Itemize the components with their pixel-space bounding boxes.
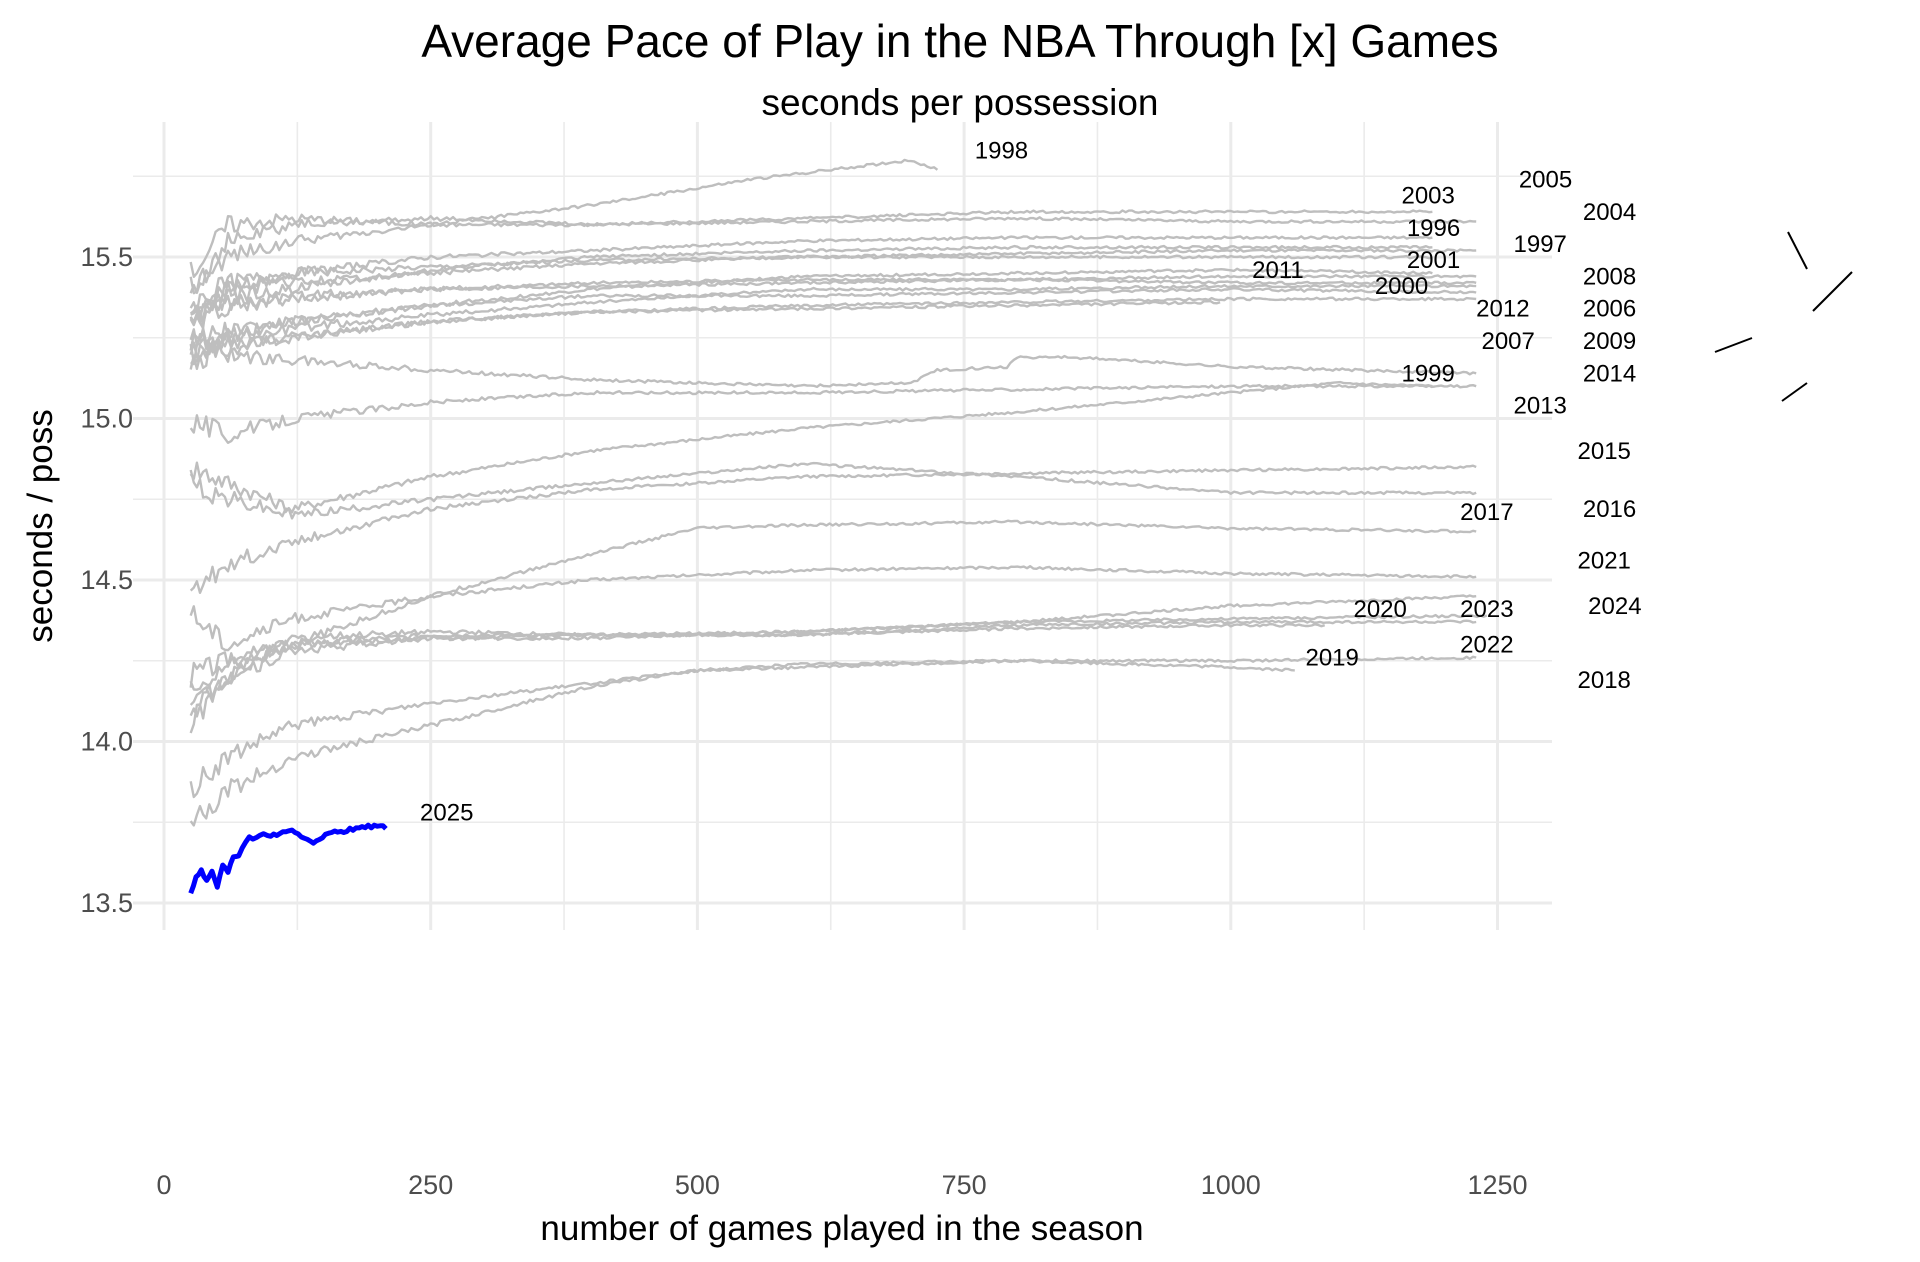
series-line-2021 [189, 565, 1477, 652]
series-label-1996: 1996 [1407, 215, 1460, 242]
series-label-2021: 2021 [1578, 548, 1631, 575]
x-axis-title: number of games played in the season [540, 1209, 1143, 1248]
series-line-2012 [189, 299, 1221, 364]
series-line-2023 [189, 613, 1488, 691]
series-line-2018 [189, 655, 1477, 827]
series-label-2016: 2016 [1583, 496, 1636, 523]
series-label-2018: 2018 [1578, 667, 1631, 694]
grid [133, 122, 1552, 930]
series-line-2015 [189, 464, 1477, 594]
leader-line-2007 [1781, 382, 1808, 402]
series-label-1998: 1998 [975, 137, 1028, 164]
series-label-2020: 2020 [1353, 596, 1406, 623]
series-line-2022 [189, 619, 1477, 706]
series-label-2005: 2005 [1519, 166, 1572, 193]
series-label-2019: 2019 [1305, 645, 1358, 672]
series-line-2006 [190, 283, 1477, 366]
series-line-2014 [189, 328, 1477, 389]
series-label-2022: 2022 [1460, 632, 1513, 659]
x-tick-label: 1000 [1201, 1170, 1261, 1200]
series-label-2015: 2015 [1578, 438, 1631, 465]
series-line-1999 [189, 380, 1433, 514]
y-tick-label: 14.5 [80, 565, 133, 595]
series-line-2024 [189, 594, 1477, 734]
x-tick-label: 1250 [1467, 1170, 1527, 1200]
series-label-2003: 2003 [1401, 183, 1454, 210]
x-tick-label: 0 [156, 1170, 171, 1200]
label-leaders [1714, 231, 1853, 402]
series-label-2014: 2014 [1583, 360, 1636, 387]
y-tick-label: 15.0 [80, 404, 133, 434]
series-label-2007: 2007 [1481, 328, 1534, 355]
series-labels: 1998 2003 2005 2004 1996 1997 2001 2011 2008 2000… [420, 137, 1642, 826]
series-label-1999: 1999 [1401, 360, 1454, 387]
y-tick-label: 14.0 [80, 727, 133, 757]
x-tick-label: 250 [408, 1170, 453, 1200]
axis-ticks: 0 250 500 750 1000 1250 13.5 14.0 14.5 15.0 15.5 [80, 242, 1527, 1200]
series-label-2012: 2012 [1476, 296, 1529, 323]
series-label-1997: 1997 [1514, 231, 1567, 258]
series-label-2011: 2011 [1252, 257, 1304, 284]
series-label-2004: 2004 [1583, 199, 1636, 226]
series-label-2013: 2013 [1514, 393, 1567, 420]
series-line-1998 [189, 158, 939, 295]
x-tick-label: 500 [675, 1170, 720, 1200]
series-line-2025 [188, 822, 388, 895]
series-label-2024: 2024 [1588, 593, 1641, 620]
chart-title: Average Pace of Play in the NBA Through … [421, 15, 1499, 67]
series-label-2009: 2009 [1583, 328, 1636, 355]
leader-line-2004 [1812, 271, 1853, 312]
series-line-2004 [189, 248, 1477, 324]
y-tick-label: 13.5 [80, 888, 133, 918]
series-label-2001: 2001 [1407, 247, 1460, 274]
series-lines [188, 158, 1488, 895]
y-axis-title: seconds / poss [21, 409, 60, 642]
leader-line-2005 [1787, 231, 1808, 270]
y-tick-label: 15.5 [80, 242, 133, 272]
series-line-1996 [189, 235, 1433, 314]
series-line-2019 [189, 658, 1295, 799]
series-line-2003 [189, 209, 1433, 294]
series-label-2000: 2000 [1375, 273, 1428, 300]
x-tick-label: 750 [942, 1170, 987, 1200]
series-label-2008: 2008 [1583, 263, 1636, 290]
series-line-2011 [189, 277, 1477, 330]
series-line-2009 [189, 287, 1477, 351]
chart-subtitle: seconds per possession [761, 82, 1159, 123]
series-line-2016 [189, 461, 1477, 520]
series-line-2005 [189, 213, 1477, 278]
leader-line-2000 [1714, 337, 1753, 353]
series-label-2017: 2017 [1460, 499, 1513, 526]
series-line-2017 [189, 519, 1477, 718]
series-label-2006: 2006 [1583, 296, 1636, 323]
series-label-2025: 2025 [420, 800, 473, 827]
series-line-2013 [189, 383, 1477, 444]
series-label-2023: 2023 [1460, 596, 1513, 623]
